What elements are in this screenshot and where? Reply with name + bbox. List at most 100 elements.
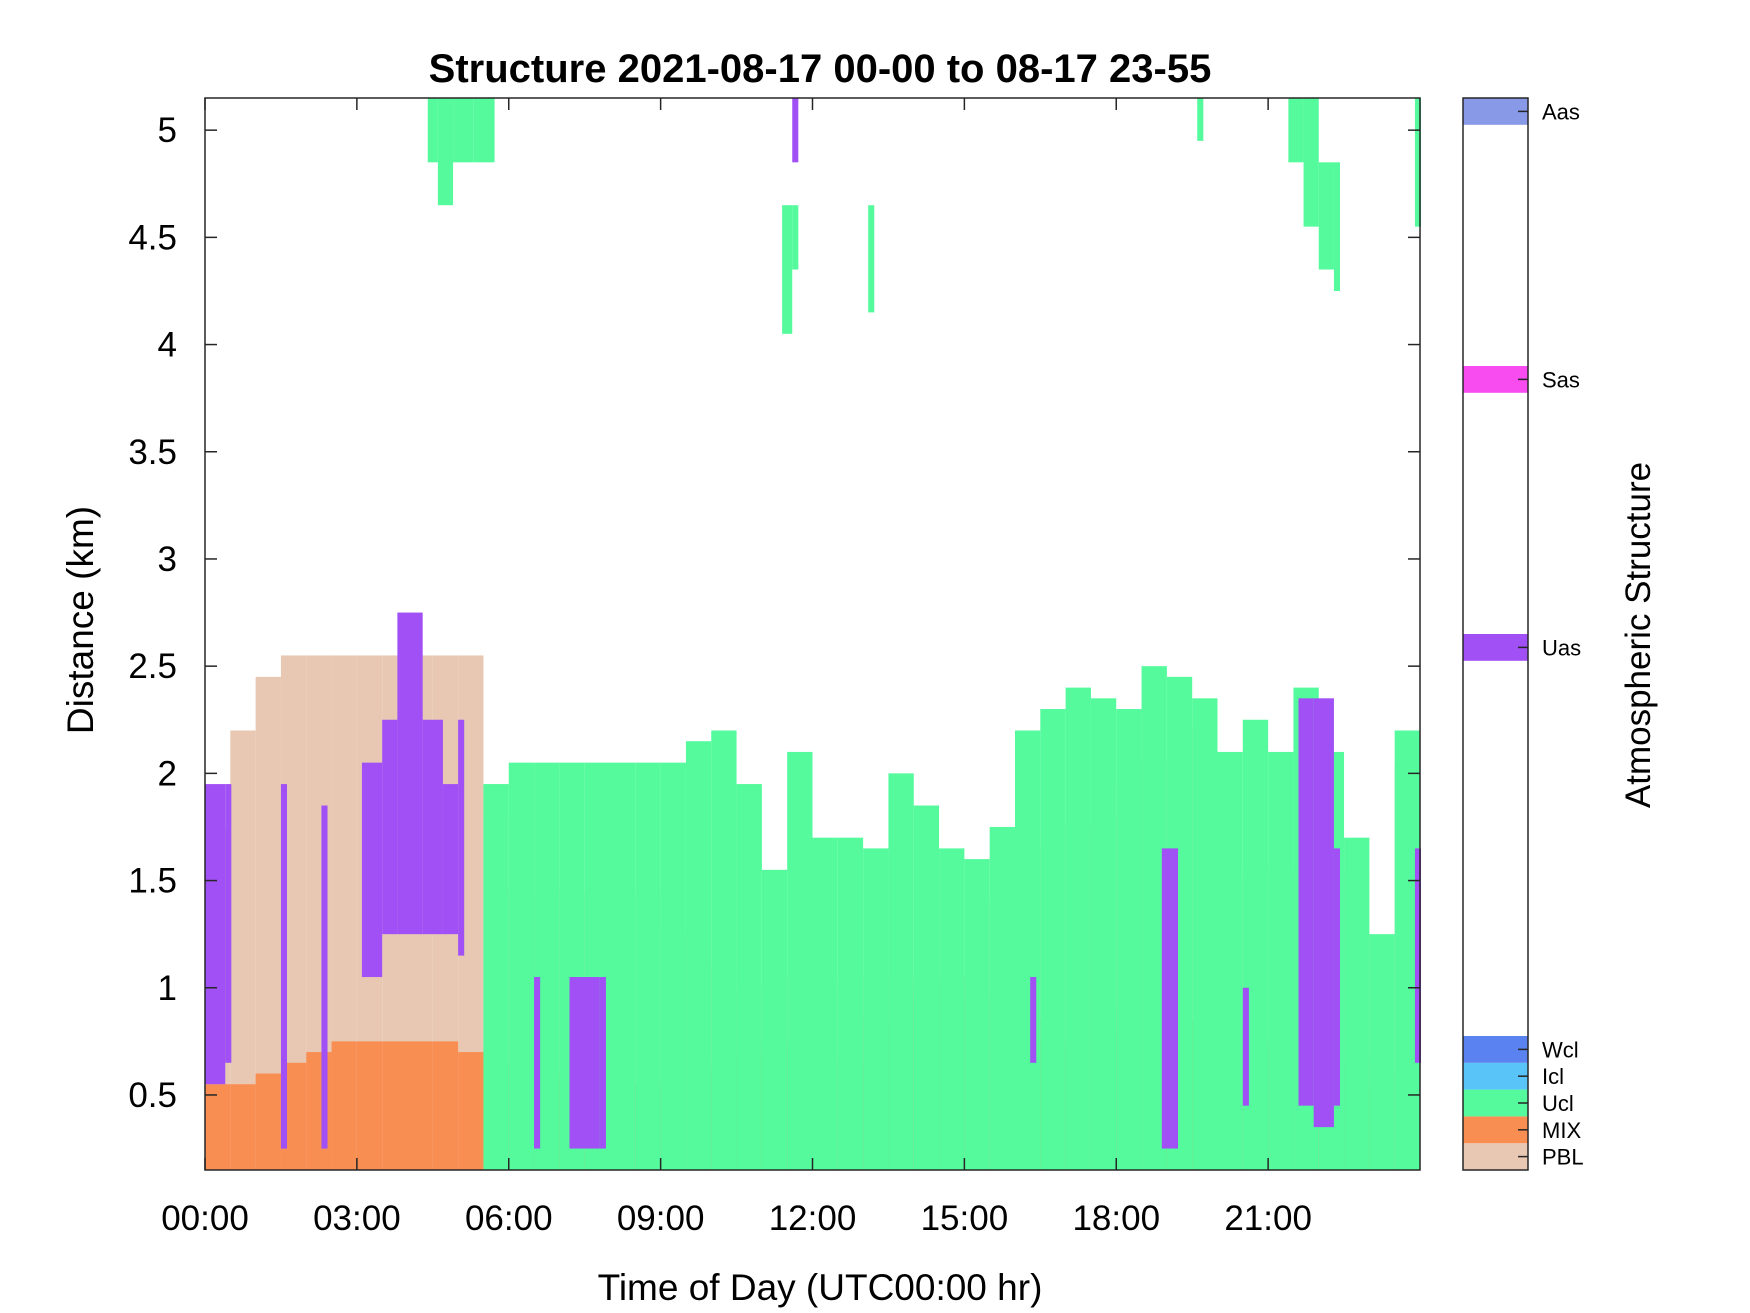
colorbar-swatch-ucl: [1463, 1089, 1528, 1117]
y-axis-label: Distance (km): [60, 506, 101, 734]
colorbar-label: Atmospheric Structure: [1619, 462, 1658, 808]
cell-ucl: [1065, 687, 1091, 1170]
cell-ucl: [1303, 98, 1319, 227]
cell-ucl: [1268, 751, 1294, 1170]
cell-ucl: [1318, 162, 1334, 270]
cell-mix: [205, 1084, 231, 1170]
cell-uas: [280, 784, 288, 1149]
y-tick-label: 0.5: [128, 1076, 177, 1115]
cell-mix: [306, 1052, 332, 1170]
cell-ucl: [437, 98, 454, 206]
cell-ucl: [483, 784, 509, 1170]
colorbar-tick-label: PBL: [1542, 1145, 1584, 1170]
x-tick-label: 15:00: [921, 1199, 1009, 1238]
cell-ucl: [761, 869, 788, 1170]
plot-area: [204, 97, 1422, 1171]
cell-ucl: [1369, 934, 1395, 1170]
cell-ucl: [989, 826, 1015, 1170]
cell-uas: [1414, 848, 1422, 1063]
colorbar-swatch-sas: [1463, 366, 1528, 393]
y-tick-label: 1: [158, 969, 177, 1008]
y-tick-label: 2.5: [128, 647, 177, 686]
cell-uas: [361, 762, 383, 978]
cell-ucl: [685, 741, 712, 1170]
cell-uas: [534, 977, 541, 1149]
cell-ucl: [711, 730, 737, 1170]
cell-uas: [1242, 987, 1249, 1106]
chart-title: Structure 2021-08-17 00-00 to 08-17 23-5…: [429, 47, 1212, 91]
y-tick-label: 4.5: [128, 218, 177, 257]
x-tick-label: 06:00: [465, 1199, 553, 1238]
cell-ucl: [1090, 698, 1117, 1170]
cell-ucl: [964, 859, 990, 1170]
cell-uas: [1161, 848, 1172, 1149]
y-tick-label: 3.5: [128, 433, 177, 472]
x-tick-labels: 00:00 03:00 06:00 09:00 12:00 15:00 18:00 21:00: [161, 98, 1312, 1238]
cell-ucl: [868, 205, 875, 313]
cell-uas: [397, 612, 423, 935]
y-tick-labels: 0.5 1 1.5 2 2.5 3 3.5 4 4.5 5: [128, 111, 1420, 1115]
cell-uas: [321, 805, 328, 1149]
cell-ucl: [427, 98, 438, 163]
colorbar-swatch-uas: [1463, 634, 1528, 661]
cell-mix: [458, 1052, 484, 1170]
cell-ucl: [792, 205, 799, 270]
cell-uas: [1313, 698, 1334, 1128]
x-axis-label: Time of Day (UTC00:00 hr): [598, 1267, 1043, 1308]
cell-uas: [442, 784, 459, 935]
x-tick-label: 09:00: [617, 1199, 705, 1238]
cell-mix: [432, 1041, 459, 1170]
cell-mix: [230, 1084, 256, 1170]
x-tick-label: 03:00: [313, 1199, 401, 1238]
cell-ucl: [1116, 709, 1142, 1170]
cell-uas: [1298, 698, 1314, 1106]
cell-uas: [458, 719, 465, 956]
colorbar-swatch-icl: [1463, 1062, 1528, 1090]
colorbar-frame: [1462, 97, 1529, 1171]
cell-ucl: [610, 762, 636, 1170]
colorbar-tick-label: Icl: [1542, 1064, 1564, 1089]
colorbar-tick-label: Uas: [1542, 635, 1581, 660]
y-tick-label: 5: [158, 111, 177, 150]
cell-uas: [792, 98, 799, 163]
cell-ucl: [837, 837, 864, 1170]
cell-mix: [356, 1041, 383, 1170]
cell-uas: [422, 719, 443, 935]
x-tick-label: 21:00: [1224, 1199, 1312, 1238]
colorbar-swatch-mix: [1463, 1116, 1528, 1144]
cell-ucl: [782, 205, 793, 334]
colorbar-tick-label: Aas: [1542, 99, 1580, 124]
colorbar-swatch-pbl: [1463, 1143, 1528, 1170]
cell-ucl: [1333, 162, 1341, 291]
cell-uas: [1171, 848, 1179, 1149]
cell-ucl: [1414, 98, 1422, 227]
cell-uas: [205, 784, 226, 1085]
cell-ucl: [1288, 98, 1304, 163]
cell-ucl: [453, 98, 474, 163]
colorbar-tick-label: Sas: [1542, 367, 1580, 392]
cell-ucl: [1197, 98, 1204, 141]
y-tick-label: 2: [158, 754, 177, 793]
y-tick-label: 4: [158, 326, 177, 365]
cell-ucl: [863, 848, 889, 1170]
cell-ucl: [1344, 837, 1370, 1170]
cell-uas: [225, 784, 232, 1063]
colorbar-swatch-aas: [1463, 98, 1528, 125]
cell-ucl: [812, 837, 838, 1170]
colorbar-tick-label: MIX: [1542, 1118, 1581, 1143]
cell-mix: [407, 1041, 433, 1170]
cell-mix: [382, 1041, 408, 1170]
cell-ucl: [635, 762, 661, 1170]
cell-ucl: [913, 805, 940, 1170]
cell-ucl: [888, 773, 914, 1170]
cell-uas: [1333, 848, 1341, 1106]
y-tick-label: 1.5: [128, 862, 177, 901]
cell-ucl: [508, 762, 535, 1170]
colorbar-swatch-wcl: [1463, 1036, 1528, 1063]
colorbar-tick-label: Ucl: [1542, 1091, 1574, 1116]
cell-ucl: [488, 98, 495, 163]
cell-ucl: [736, 784, 762, 1170]
cell-mix: [331, 1041, 357, 1170]
